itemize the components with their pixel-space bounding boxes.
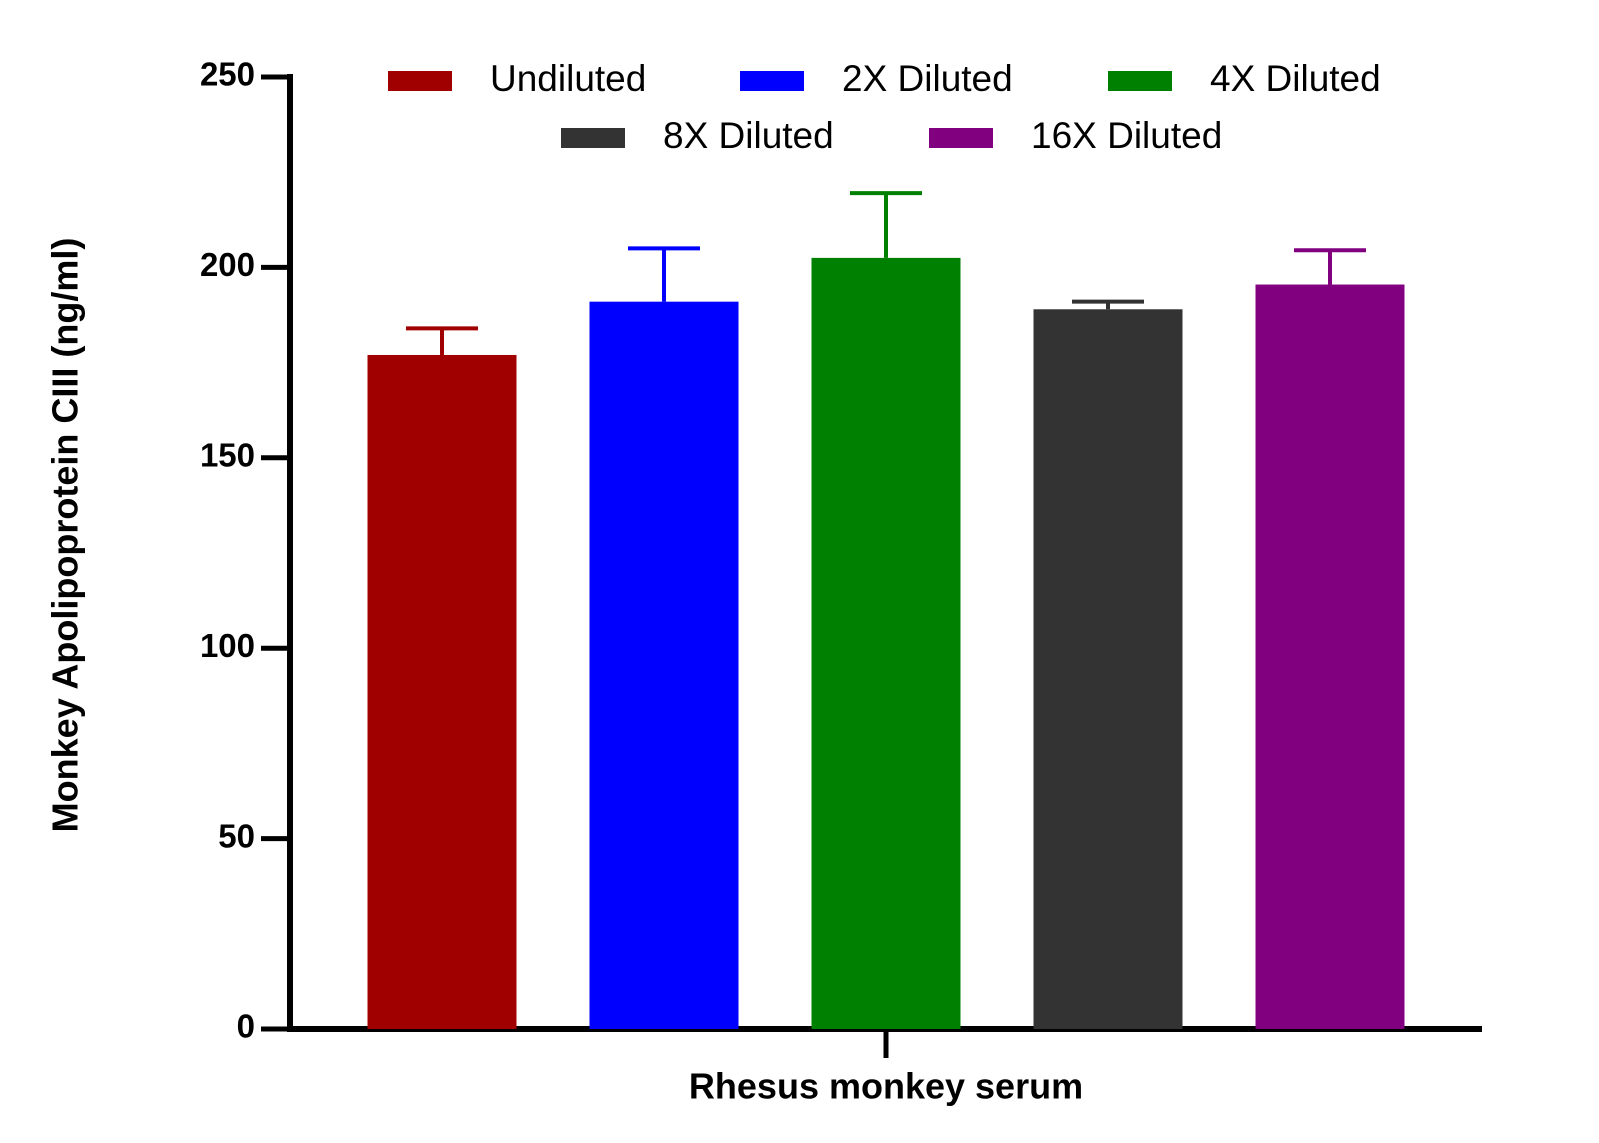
bar: [811, 257, 961, 1029]
legend-swatch: [561, 128, 625, 148]
bar: [367, 354, 517, 1029]
error-bar: [1072, 299, 1144, 310]
x-axis-label: Rhesus monkey serum: [689, 1066, 1083, 1107]
bar: [1033, 309, 1183, 1030]
legend-label: 4X Diluted: [1210, 58, 1381, 99]
y-tick-label: 200: [200, 246, 255, 283]
y-tick-label: 100: [200, 627, 255, 664]
y-tick-label: 0: [237, 1008, 255, 1045]
legend-label: 8X Diluted: [663, 115, 834, 156]
y-axis-label: Monkey Apolipoprotein CIII (ng/ml): [45, 238, 86, 833]
bar: [1255, 284, 1405, 1029]
error-bar: [406, 326, 478, 355]
legend-swatch: [740, 71, 804, 91]
error-bar: [850, 191, 922, 258]
bar: [589, 301, 739, 1029]
error-bar: [1294, 248, 1366, 285]
y-tick-label: 150: [200, 437, 255, 474]
legend-swatch: [1108, 71, 1172, 91]
legend-swatch: [929, 128, 993, 148]
error-bar: [628, 246, 700, 302]
legend-label: Undiluted: [490, 58, 646, 99]
legend-label: 2X Diluted: [842, 58, 1013, 99]
y-tick-label: 50: [218, 817, 255, 854]
y-tick-label: 250: [200, 56, 255, 93]
legend-swatch: [388, 71, 452, 91]
legend-label: 16X Diluted: [1031, 115, 1222, 156]
